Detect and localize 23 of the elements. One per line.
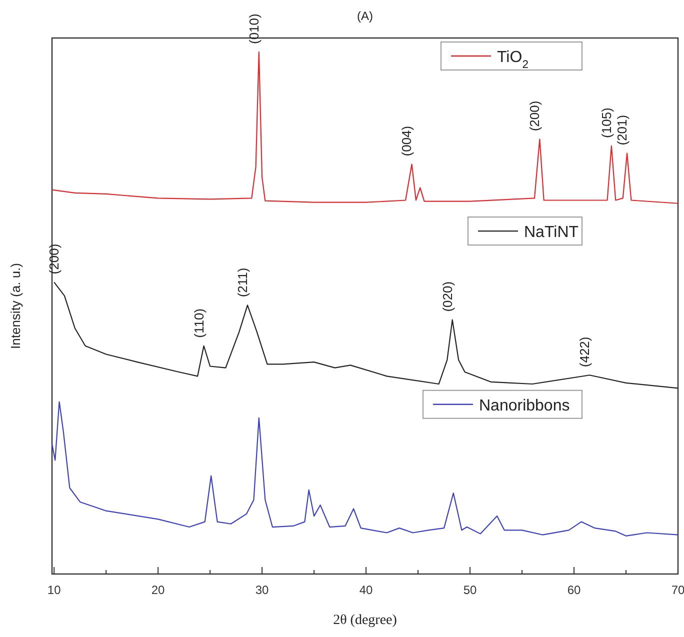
annotation: (201)	[614, 114, 630, 146]
annotation: (422)	[577, 336, 592, 368]
x-tick-label: 50	[463, 583, 478, 597]
annotation: (200)	[527, 100, 542, 132]
x-tick-label: 60	[567, 583, 582, 597]
annotation: (004)	[399, 126, 414, 156]
x-tick-label: 30	[255, 583, 270, 597]
annotation: (211)	[234, 268, 250, 298]
x-tick-label: 40	[359, 583, 374, 597]
legend-label: TiO$_{2}$	[497, 49, 528, 71]
legend-label: NaTiNT	[524, 224, 579, 242]
annotation: (110)	[191, 308, 206, 338]
annotation: (020)	[440, 281, 455, 312]
annotation: (010)	[246, 14, 262, 44]
chart-title: (A)	[357, 9, 373, 23]
x-axis-title: 2θ (degree)	[333, 613, 398, 628]
annotation: (200)	[46, 244, 62, 274]
legend-label: Nanoribbons	[479, 397, 570, 414]
x-tick-label: 70	[671, 583, 684, 597]
x-tick-label: 20	[151, 583, 166, 597]
x-tick-label: 10	[47, 583, 62, 597]
y-axis-title: Intensity (a. u.)	[8, 263, 23, 349]
annotation: (105)	[598, 108, 614, 138]
